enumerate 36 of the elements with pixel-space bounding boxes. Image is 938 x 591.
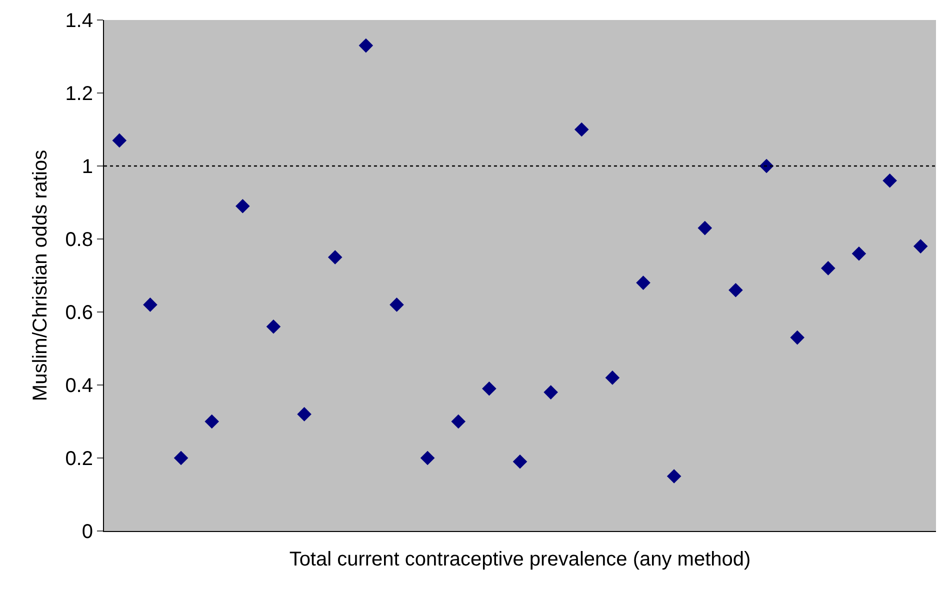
point	[512, 454, 528, 469]
point	[882, 173, 897, 188]
y-tick-label: 0	[82, 521, 93, 543]
point	[297, 407, 312, 422]
y-tick-label: 1	[82, 156, 93, 178]
point	[544, 385, 558, 400]
point	[390, 298, 404, 312]
point	[605, 370, 620, 385]
point	[913, 239, 928, 254]
y-tick-label: 0.4	[65, 375, 93, 397]
point	[666, 469, 682, 484]
point	[821, 261, 836, 276]
y-tick-label: 0.8	[65, 229, 93, 251]
y-tick-label: 0.2	[65, 448, 93, 470]
point	[852, 246, 866, 261]
point	[574, 122, 589, 137]
x-axis-title: Total current contraceptive prevalence (any method)	[289, 548, 751, 570]
point	[236, 199, 250, 214]
point	[728, 282, 743, 298]
y-tick-label: 1.2	[65, 83, 93, 105]
point	[790, 330, 804, 345]
y-tick-label: 1.4	[65, 10, 93, 32]
point	[143, 298, 158, 312]
point	[451, 414, 466, 429]
point	[112, 133, 127, 148]
y-tick-label: 0.6	[65, 302, 93, 324]
point	[636, 276, 650, 290]
point	[266, 319, 281, 334]
point	[358, 38, 374, 53]
point	[204, 414, 219, 429]
point	[420, 450, 435, 466]
y-axis-title: Muslim/Christian odds ratios	[30, 150, 52, 402]
point	[482, 382, 496, 396]
point	[698, 220, 712, 236]
point	[328, 250, 342, 264]
point	[174, 450, 188, 466]
